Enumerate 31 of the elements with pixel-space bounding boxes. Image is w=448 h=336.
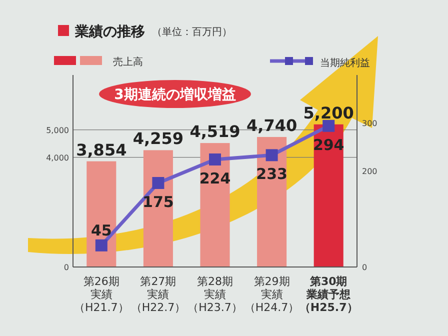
- annotation: 3期連続の増収増益: [114, 86, 236, 103]
- x-tick-label: 第28期実績（H23.7）: [188, 275, 242, 314]
- x-tick-label: 第27期実績（H22.7）: [130, 275, 186, 314]
- bar: [143, 150, 173, 267]
- x-tick-label: 第26期実績（H21.7）: [74, 275, 129, 314]
- data-label: 294: [312, 136, 344, 154]
- y2-tick-label: 0: [362, 263, 368, 272]
- y-tick-label: 4,000: [46, 153, 69, 162]
- bar: [86, 161, 116, 267]
- bar: [257, 136, 287, 267]
- data-label: 3,854: [76, 140, 127, 160]
- x-tick-label: 第30期業績予想（H25.7）: [299, 275, 358, 314]
- data-label: 4,259: [132, 129, 184, 148]
- x-tick-label: 第29期実績（H24.7）: [244, 275, 300, 314]
- point: [266, 149, 278, 162]
- data-label: 175: [142, 193, 174, 211]
- bar: [314, 124, 344, 267]
- y2-tick-label: 200: [362, 167, 378, 176]
- bar: [200, 143, 230, 267]
- point: [152, 177, 164, 189]
- y-tick-label: 5,000: [46, 126, 69, 135]
- y-tick-label: 0: [64, 263, 69, 272]
- data-label: 224: [199, 169, 231, 188]
- data-label: 45: [90, 221, 112, 240]
- data-label: 233: [256, 165, 288, 184]
- legend-label: 売上高: [113, 56, 143, 68]
- chart-subtitle: （単位：百万円）: [152, 26, 232, 38]
- legend: 売上高: [54, 56, 143, 68]
- point: [209, 153, 221, 166]
- chart-title: 業績の推移: [74, 24, 145, 40]
- point: [95, 239, 108, 252]
